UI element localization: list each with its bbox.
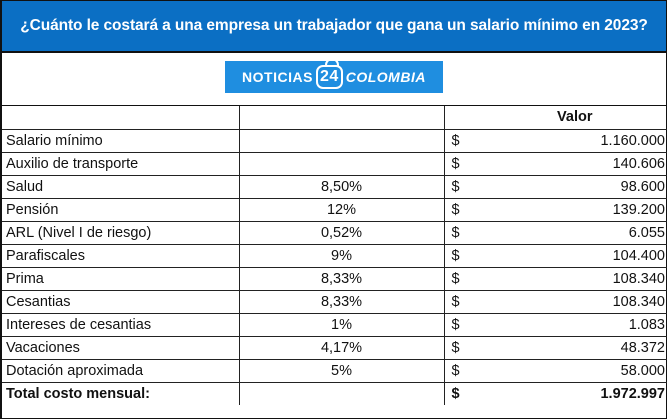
valor-cell: $1.083	[443, 312, 667, 337]
total-row: Total costo mensual: $1.972.997	[2, 381, 667, 405]
header-cell-porcentaje	[238, 106, 445, 130]
page-title: ¿Cuánto le costará a una empresa un trab…	[20, 17, 648, 34]
porcentaje-cell	[238, 151, 445, 176]
valor-amount: 139.200	[612, 201, 665, 218]
valor-amount: 1.160.000	[600, 132, 665, 149]
porcentaje-cell: 1%	[238, 312, 445, 337]
concepto-cell: Parafiscales	[2, 243, 240, 268]
currency-symbol: $	[451, 155, 460, 172]
table-row: Prima 8,33% $108.340	[2, 266, 667, 291]
currency-symbol: $	[451, 201, 460, 218]
porcentaje-cell: 9%	[238, 243, 445, 268]
table-row: Salario mínimo $1.160.000	[2, 128, 667, 153]
currency-symbol: $	[451, 385, 460, 402]
valor-cell: $6.055	[443, 220, 667, 245]
table-row: Salud 8,50% $98.600	[2, 174, 667, 199]
table-row: Cesantias 8,33% $108.340	[2, 289, 667, 314]
currency-symbol: $	[451, 316, 460, 333]
valor-amount: 140.606	[612, 155, 665, 172]
concepto-cell: Auxilio de transporte	[2, 151, 240, 176]
table-header-row: Valor	[2, 106, 667, 130]
title-bar: ¿Cuánto le costará a una empresa un trab…	[2, 1, 666, 53]
table-row: ARL (Nivel I de riesgo) 0,52% $6.055	[2, 220, 667, 245]
logo-row: NOTICIAS 24 COLOMBIA	[2, 53, 666, 106]
concepto-cell: Pensión	[2, 197, 240, 222]
concepto-cell: Salario mínimo	[2, 128, 240, 153]
porcentaje-cell: 8,33%	[238, 266, 445, 291]
concepto-cell: ARL (Nivel I de riesgo)	[2, 220, 240, 245]
concepto-cell: Prima	[2, 266, 240, 291]
valor-amount: 1.083	[628, 316, 665, 333]
porcentaje-cell: 5%	[238, 358, 445, 383]
porcentaje-cell	[238, 381, 445, 405]
concepto-cell: Salud	[2, 174, 240, 199]
porcentaje-cell	[238, 128, 445, 153]
cost-table: Valor Salario mínimo $1.160.000 Auxilio de…	[2, 106, 667, 405]
valor-cell: $139.200	[443, 197, 667, 222]
valor-cell: $98.600	[443, 174, 667, 199]
valor-amount: 48.372	[620, 339, 665, 356]
currency-symbol: $	[451, 270, 460, 287]
table-row: Vacaciones 4,17% $48.372	[2, 335, 667, 360]
table-row: Parafiscales 9% $104.400	[2, 243, 667, 268]
porcentaje-cell: 8,50%	[238, 174, 445, 199]
table-row: Pensión 12% $139.200	[2, 197, 667, 222]
valor-amount: 98.600	[620, 178, 665, 195]
valor-cell: $108.340	[443, 266, 667, 291]
porcentaje-cell: 8,33%	[238, 289, 445, 314]
concepto-cell: Dotación aproximada	[2, 358, 240, 383]
currency-symbol: $	[451, 132, 460, 149]
valor-cell: $1.972.997	[443, 381, 667, 405]
valor-amount: 6.055	[628, 224, 665, 241]
porcentaje-cell: 12%	[238, 197, 445, 222]
valor-cell: $140.606	[443, 151, 667, 176]
header-cell-valor: Valor	[443, 106, 667, 130]
table-row: Auxilio de transporte $140.606	[2, 151, 667, 176]
noticias24-logo: NOTICIAS 24 COLOMBIA	[225, 58, 443, 93]
table-row: Intereses de cesantias 1% $1.083	[2, 312, 667, 337]
valor-amount: 108.340	[612, 270, 665, 287]
currency-symbol: $	[451, 224, 460, 241]
header-cell-concepto	[2, 106, 240, 130]
currency-symbol: $	[451, 293, 460, 310]
valor-cell: $48.372	[443, 335, 667, 360]
table-row: Dotación aproximada 5% $58.000	[2, 358, 667, 383]
valor-amount: 108.340	[612, 293, 665, 310]
logo-text-right: COLOMBIA	[345, 69, 426, 85]
valor-cell: $58.000	[443, 358, 667, 383]
logo-number-badge: 24	[315, 58, 343, 89]
concepto-cell: Total costo mensual:	[2, 381, 240, 405]
logo-text-left: NOTICIAS	[242, 69, 313, 85]
valor-amount: 104.400	[612, 247, 665, 264]
valor-amount: 1.972.997	[600, 385, 665, 402]
concepto-cell: Vacaciones	[2, 335, 240, 360]
porcentaje-cell: 4,17%	[238, 335, 445, 360]
valor-amount: 58.000	[620, 362, 665, 379]
currency-symbol: $	[451, 178, 460, 195]
currency-symbol: $	[451, 362, 460, 379]
concepto-cell: Intereses de cesantias	[2, 312, 240, 337]
currency-symbol: $	[451, 339, 460, 356]
valor-cell: $1.160.000	[443, 128, 667, 153]
currency-symbol: $	[451, 247, 460, 264]
valor-cell: $104.400	[443, 243, 667, 268]
concepto-cell: Cesantias	[2, 289, 240, 314]
porcentaje-cell: 0,52%	[238, 220, 445, 245]
valor-cell: $108.340	[443, 289, 667, 314]
